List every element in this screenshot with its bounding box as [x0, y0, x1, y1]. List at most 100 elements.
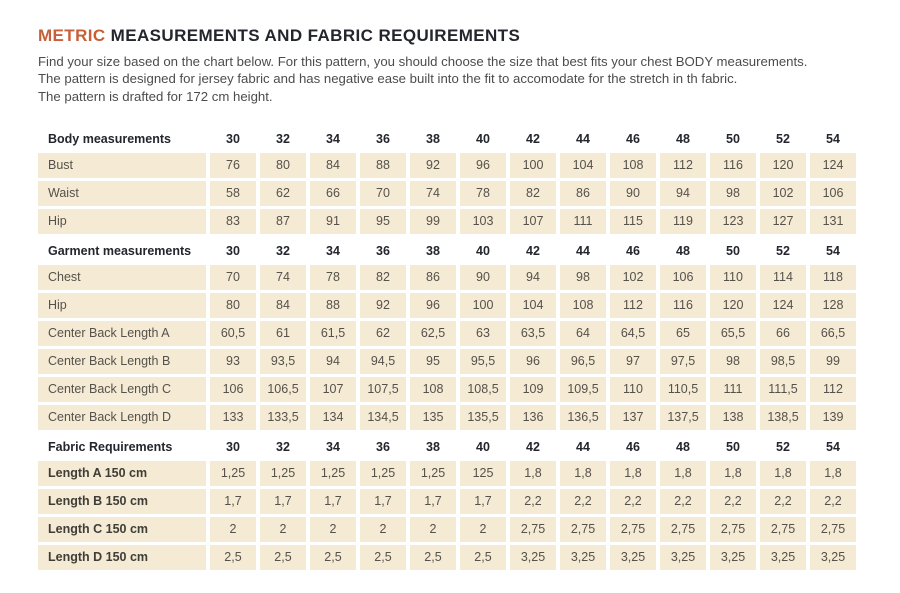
value-cell: 115: [610, 208, 656, 234]
table-row: Bust 76 80 84 88 92 96 100 104 108 112 116 120 124: [38, 152, 856, 178]
row-label: Center Back Length B: [38, 348, 206, 374]
value-cell: 102: [610, 264, 656, 290]
value-cell: 65,5: [710, 320, 756, 346]
value-cell: 124: [760, 292, 806, 318]
value-cell: 60,5: [210, 320, 256, 346]
intro-line-2: The pattern is designed for jersey fabri…: [38, 71, 738, 87]
size-header-cell: 44: [576, 243, 590, 258]
value-cell: 3,25: [810, 544, 856, 570]
size-header-cell: 46: [626, 131, 640, 146]
table-row: Length A 150 cm 1,25 1,25 1,25 1,25 1,25 125 1,…: [38, 460, 856, 486]
value-cell: 63,5: [510, 320, 556, 346]
value-cell: 97: [610, 348, 656, 374]
value-cell: 2: [260, 516, 306, 542]
value-cell: 107,5: [360, 376, 406, 402]
size-header-cell: 40: [476, 243, 490, 258]
value-cell: 133,5: [260, 404, 306, 430]
value-cell: 111: [560, 208, 606, 234]
table-row: Center Back Length C 106 106,5 107 107,5 108 1…: [38, 376, 856, 402]
row-label: Chest: [38, 264, 206, 290]
value-cell: 124: [810, 152, 856, 178]
table-row: Length D 150 cm 2,5 2,5 2,5 2,5 2,5 2,5 3,25 3,2…: [38, 544, 856, 570]
value-cell: 1,8: [660, 460, 706, 486]
size-header-cell: 36: [376, 131, 390, 146]
row-label: Center Back Length D: [38, 404, 206, 430]
value-cell: 98: [710, 180, 756, 206]
value-cell: 116: [710, 152, 756, 178]
value-cell: 108,5: [460, 376, 506, 402]
value-cell: 110,5: [660, 376, 706, 402]
row-label: Length D 150 cm: [38, 544, 206, 570]
value-cell: 94: [510, 264, 556, 290]
value-cell: 112: [810, 376, 856, 402]
value-cell: 64,5: [610, 320, 656, 346]
value-cell: 90: [610, 180, 656, 206]
value-cell: 94: [310, 348, 356, 374]
value-cell: 70: [210, 264, 256, 290]
size-header-cell: 38: [426, 439, 440, 454]
page-title: METRIC MEASUREMENTS AND FABRIC REQUIREME…: [38, 26, 863, 46]
table-row: Hip 83 87 91 95 99 103 107 111 115 119 123 127 131: [38, 208, 856, 234]
value-cell: 1,7: [260, 488, 306, 514]
table-row: Chest 70 74 78 82 86 90 94 98 102 106 110 114 118: [38, 264, 856, 290]
size-header-cell: 50: [726, 243, 740, 258]
size-header-cell: 46: [626, 243, 640, 258]
value-cell: 86: [410, 264, 456, 290]
value-cell: 2,75: [810, 516, 856, 542]
row-label: Length B 150 cm: [38, 488, 206, 514]
value-cell: 97,5: [660, 348, 706, 374]
value-cell: 131: [810, 208, 856, 234]
value-cell: 62: [360, 320, 406, 346]
size-header-cell: 32: [276, 243, 290, 258]
value-cell: 2,2: [610, 488, 656, 514]
table-row: Center Back Length A 60,5 61 61,5 62 62,5 63 63…: [38, 320, 856, 346]
value-cell: 1,7: [310, 488, 356, 514]
page-title-accent: METRIC: [38, 26, 106, 45]
value-cell: 74: [410, 180, 456, 206]
value-cell: 76: [210, 152, 256, 178]
value-cell: 1,8: [560, 460, 606, 486]
value-cell: 100: [460, 292, 506, 318]
size-header-cell: 54: [826, 131, 840, 146]
value-cell: 2,5: [360, 544, 406, 570]
value-cell: 110: [710, 264, 756, 290]
intro-line-3: The pattern is drafted for 172 cm height…: [38, 88, 273, 104]
value-cell: 98: [710, 348, 756, 374]
value-cell: 82: [510, 180, 556, 206]
size-header-cell: 32: [276, 439, 290, 454]
size-header-cell: 40: [476, 131, 490, 146]
size-header-cell: 48: [676, 439, 690, 454]
value-cell: 108: [410, 376, 456, 402]
value-cell: 118: [810, 264, 856, 290]
value-cell: 80: [260, 152, 306, 178]
value-cell: 96: [510, 348, 556, 374]
value-cell: 2,2: [510, 488, 556, 514]
table-row: Length B 150 cm 1,7 1,7 1,7 1,7 1,7 1,7 2,2 2,2 2…: [38, 488, 856, 514]
value-cell: 96: [410, 292, 456, 318]
value-cell: 104: [510, 292, 556, 318]
row-label: Length C 150 cm: [38, 516, 206, 542]
measurements-table: Body measurements 30 32 34 36 38 40 42 44 46 48 50 5…: [34, 122, 860, 573]
value-cell: 96,5: [560, 348, 606, 374]
row-label: Center Back Length C: [38, 376, 206, 402]
value-cell: 108: [560, 292, 606, 318]
value-cell: 2: [460, 516, 506, 542]
value-cell: 127: [760, 208, 806, 234]
value-cell: 1,7: [210, 488, 256, 514]
value-cell: 96: [460, 152, 506, 178]
size-header-cell: 30: [226, 243, 240, 258]
size-header-cell: 34: [326, 243, 340, 258]
value-cell: 3,25: [760, 544, 806, 570]
value-cell: 2,2: [560, 488, 606, 514]
value-cell: 64: [560, 320, 606, 346]
value-cell: 1,8: [510, 460, 556, 486]
value-cell: 86: [560, 180, 606, 206]
value-cell: 123: [710, 208, 756, 234]
row-label: Waist: [38, 180, 206, 206]
value-cell: 94: [660, 180, 706, 206]
value-cell: 61,5: [310, 320, 356, 346]
value-cell: 111: [710, 376, 756, 402]
value-cell: 134: [310, 404, 356, 430]
value-cell: 106,5: [260, 376, 306, 402]
value-cell: 95,5: [460, 348, 506, 374]
